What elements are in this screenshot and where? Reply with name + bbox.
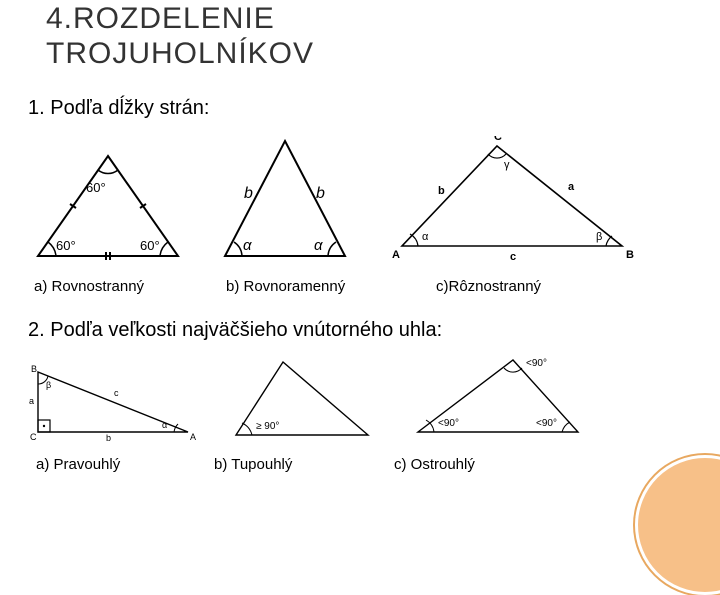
side-b-left: b	[244, 185, 253, 202]
beta4: β	[46, 380, 51, 390]
section-1-heading: 1. Podľa dĺžky strán:	[0, 71, 720, 120]
alpha: α	[422, 231, 429, 243]
angle-left: 60°	[56, 238, 76, 253]
side-b-right: b	[316, 185, 325, 202]
vertex-b: B	[626, 249, 634, 261]
right-triangle-figure: B C A a b c β α	[28, 362, 198, 442]
beta: β	[596, 231, 602, 243]
row1-labels: a) Rovnostranný b) Rovnoramenný c)Rôznos…	[0, 266, 720, 295]
vertex-b4: B	[31, 364, 37, 374]
vertex-c: C	[494, 136, 502, 143]
row2-labels: a) Pravouhlý b) Tupouhlý c) Ostrouhlý	[0, 442, 720, 473]
acute-triangle-figure: <90° <90° <90°	[408, 352, 588, 442]
lt90-top: <90°	[526, 358, 547, 369]
side-b4: b	[106, 433, 111, 442]
lt90-left: <90°	[438, 418, 459, 429]
side-a: a	[568, 181, 575, 193]
vertex-a4: A	[190, 432, 196, 442]
lt90-right: <90°	[536, 418, 557, 429]
label-isosceles: b) Rovnoramenný	[226, 278, 436, 295]
label-obtuse: b) Tupouhlý	[214, 456, 394, 473]
figure-row-1: 60° 60° 60° b b α α C A B b a c γ α β	[0, 120, 720, 266]
side-a4: a	[29, 396, 34, 406]
vertex-c4: C	[30, 432, 37, 442]
side-c: c	[510, 251, 516, 263]
label-acute: c) Ostrouhlý	[394, 456, 475, 473]
gamma: γ	[504, 159, 510, 171]
label-scalene: c)Rôznostranný	[436, 278, 541, 295]
section-2-heading: 2. Podľa veľkosti najväčšieho vnútorného…	[0, 295, 720, 342]
angle-right: 60°	[140, 238, 160, 253]
ge90-label: ≥ 90°	[256, 421, 279, 432]
alpha-right: α	[314, 237, 323, 254]
figure-row-2: B C A a b c β α ≥ 90° <90° <90° <90°	[0, 342, 720, 442]
side-c4: c	[114, 388, 119, 398]
label-right: a) Pravouhlý	[36, 456, 214, 473]
page-title: 4.ROZDELENIE TROJUHOLNÍKOV	[0, 0, 720, 71]
equilateral-figure: 60° 60° 60°	[28, 146, 188, 266]
label-equilateral: a) Rovnostranný	[34, 278, 226, 295]
title-line-2: TROJUHOLNÍKOV	[46, 37, 314, 70]
isosceles-figure: b b α α	[210, 136, 360, 266]
title-line-1: 4.ROZDELENIE	[46, 2, 275, 35]
side-b: b	[438, 185, 445, 197]
scalene-figure: C A B b a c γ α β	[382, 136, 642, 266]
angle-top: 60°	[86, 180, 106, 195]
vertex-a: A	[392, 249, 400, 261]
alpha-left: α	[243, 237, 252, 254]
obtuse-triangle-figure: ≥ 90°	[228, 357, 378, 442]
decorative-corner-circle	[635, 455, 720, 595]
alpha4: α	[162, 420, 167, 430]
